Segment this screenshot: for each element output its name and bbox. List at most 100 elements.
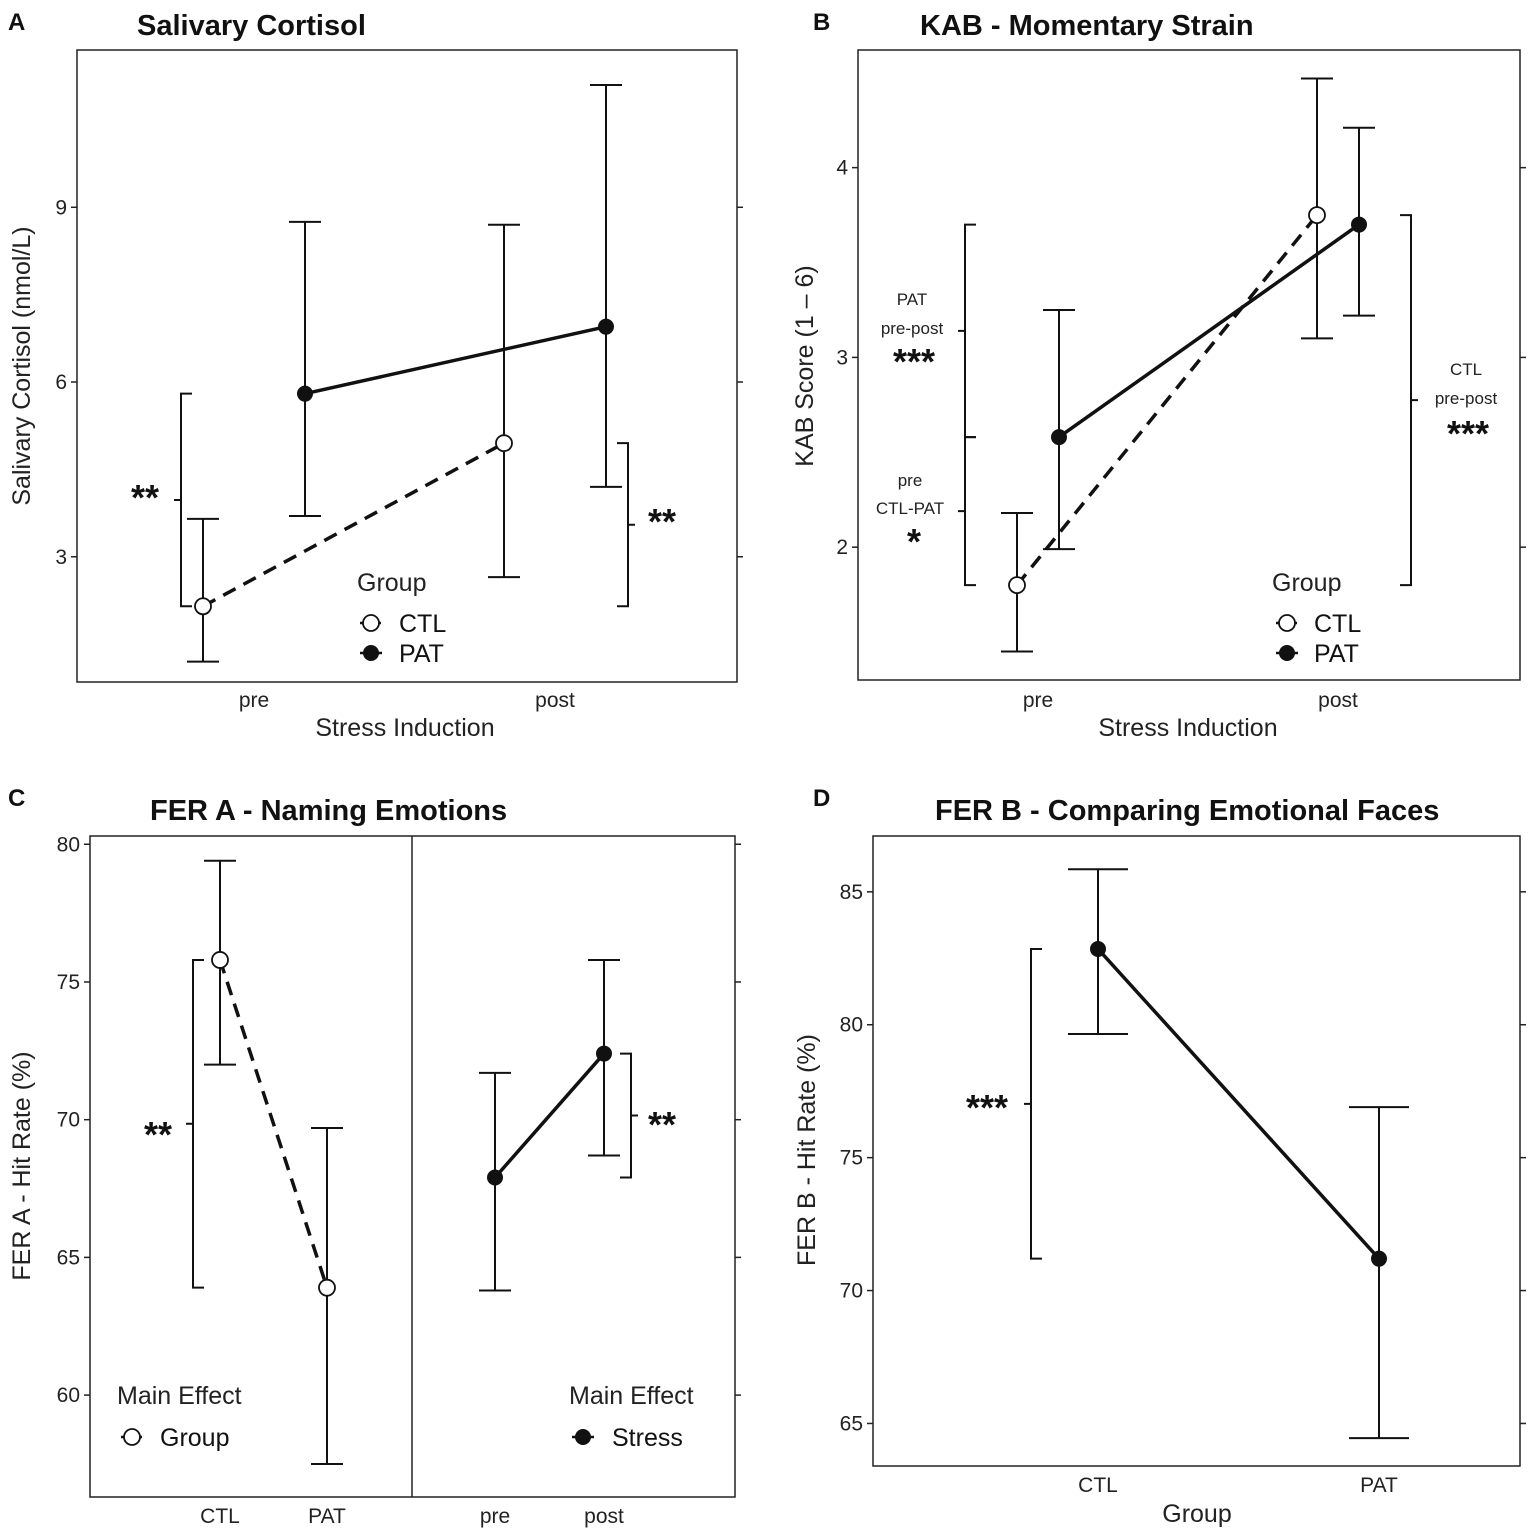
panel-b-pat-post bbox=[1343, 126, 1375, 317]
panel-b-ctl-post bbox=[1301, 77, 1333, 340]
legend-key-open-circle bbox=[1278, 614, 1296, 632]
data-point bbox=[1308, 206, 1326, 224]
data-point bbox=[1351, 216, 1367, 233]
significance-stars: *** bbox=[1447, 413, 1489, 454]
panel-c-legend-group: Main Effect Group bbox=[117, 1382, 242, 1452]
panel-letter-b: B bbox=[813, 9, 830, 36]
annotation-line-2: pre-post bbox=[881, 319, 944, 338]
legend-label: CTL bbox=[399, 610, 446, 638]
y-tick-label: 9 bbox=[55, 196, 67, 219]
y-tick-label: 3 bbox=[55, 546, 67, 569]
significance-stars: * bbox=[907, 521, 921, 562]
significance-bracket bbox=[1024, 947, 1042, 1260]
significance-bracket bbox=[186, 958, 204, 1289]
data-point bbox=[1371, 1250, 1387, 1267]
panel-b-annotation-pre-ctl-pat: pre CTL-PAT * bbox=[876, 436, 976, 587]
data-point bbox=[487, 1169, 503, 1186]
y-tick-label: 6 bbox=[55, 371, 67, 394]
panel-c-group-pat bbox=[311, 1126, 343, 1465]
panel-b-annotation-pat-pre-post: PAT pre-post *** bbox=[881, 223, 976, 439]
panel-c-stress-post bbox=[588, 958, 620, 1157]
annotation-line-1: CTL bbox=[1450, 360, 1482, 379]
significance-bracket bbox=[174, 392, 192, 608]
panel-b: B KAB - Momentary Strain 2 3 4 PAT pre-pos… bbox=[791, 9, 1526, 742]
panel-d-series-group bbox=[1068, 868, 1409, 1440]
panel-c-x-tick-post: post bbox=[584, 1505, 624, 1528]
panel-d-x-tick-ctl: CTL bbox=[1078, 1474, 1118, 1497]
panel-a-annotation-left: ** bbox=[131, 392, 192, 608]
panel-c-x-tick-pre: pre bbox=[480, 1505, 510, 1528]
y-tick-label: 65 bbox=[840, 1412, 863, 1435]
panel-a-ctl-pre bbox=[187, 517, 219, 663]
panel-a-y-axis-label: Salivary Cortisol (nmol/L) bbox=[8, 226, 36, 505]
panel-c-y-axis-label: FER A - Hit Rate (%) bbox=[8, 1051, 36, 1280]
panel-c-stress-pre bbox=[479, 1071, 511, 1292]
significance-stars: ** bbox=[648, 1104, 676, 1145]
y-tick-label: 80 bbox=[57, 833, 80, 856]
panel-letter-d: D bbox=[813, 785, 830, 812]
panel-b-legend: Group CTL PAT bbox=[1272, 569, 1361, 668]
data-point bbox=[1090, 940, 1106, 957]
significance-stars: *** bbox=[966, 1087, 1008, 1128]
panel-b-annotation-ctl-pre-post: CTL pre-post *** bbox=[1400, 214, 1497, 587]
legend-label: CTL bbox=[1314, 610, 1361, 638]
panel-a-legend: Group CTL PAT bbox=[357, 569, 446, 668]
panel-c-stress-line bbox=[493, 1052, 606, 1179]
legend-item-ctl: CTL bbox=[360, 610, 446, 638]
significance-stars: ** bbox=[131, 477, 159, 518]
legend-title: Group bbox=[1272, 569, 1341, 597]
panel-a: A Salivary Cortisol 3 6 9 ** ** Group bbox=[8, 9, 743, 742]
y-tick-label: 70 bbox=[840, 1280, 863, 1303]
significance-bracket bbox=[620, 1052, 638, 1179]
legend-key-filled-circle bbox=[575, 1429, 591, 1445]
panel-a-x-tick-pre: pre bbox=[239, 689, 269, 712]
panel-a-series-ctl bbox=[187, 223, 520, 663]
legend-label: Group bbox=[160, 1424, 229, 1452]
y-tick-label: 70 bbox=[57, 1109, 80, 1132]
panel-c-group-ctl bbox=[204, 859, 236, 1066]
legend-title: Main Effect bbox=[117, 1382, 242, 1410]
y-tick-label: 75 bbox=[57, 971, 80, 994]
panel-c-x-tick-ctl: CTL bbox=[200, 1505, 240, 1528]
y-tick-label: 65 bbox=[57, 1246, 80, 1269]
data-point bbox=[318, 1278, 336, 1297]
panel-letter-c: C bbox=[8, 785, 25, 812]
panel-d-annotation: *** bbox=[966, 947, 1042, 1260]
panel-a-pat-pre bbox=[289, 220, 321, 517]
data-point bbox=[1051, 429, 1067, 446]
y-tick-label: 2 bbox=[836, 536, 848, 559]
y-tick-label: 3 bbox=[836, 346, 848, 369]
legend-key-filled-circle bbox=[1279, 645, 1295, 661]
panel-b-pat-pre bbox=[1043, 308, 1075, 551]
panel-b-y-axis-label: KAB Score (1 – 6) bbox=[791, 265, 819, 466]
legend-item-pat: PAT bbox=[360, 640, 444, 668]
annotation-line-2: CTL-PAT bbox=[876, 499, 944, 518]
panel-d-x-tick-pat: PAT bbox=[1360, 1474, 1398, 1497]
panel-a-ctl-line bbox=[202, 441, 505, 608]
significance-stars: *** bbox=[893, 341, 935, 382]
significance-bracket bbox=[958, 223, 976, 439]
panel-b-ctl-line bbox=[1015, 213, 1319, 587]
legend-item-ctl: CTL bbox=[1276, 610, 1361, 638]
panel-d-ctl bbox=[1068, 868, 1128, 1036]
panel-c-title: FER A - Naming Emotions bbox=[150, 795, 507, 827]
legend-item-pat: PAT bbox=[1276, 640, 1359, 668]
legend-label: PAT bbox=[1314, 640, 1359, 668]
panel-b-series-pat bbox=[1043, 126, 1375, 551]
data-point bbox=[211, 951, 229, 969]
significance-bracket bbox=[617, 442, 635, 608]
data-point bbox=[596, 1045, 612, 1062]
panel-c-legend-stress: Main Effect Stress bbox=[569, 1382, 694, 1452]
significance-stars: ** bbox=[648, 501, 676, 542]
data-point bbox=[194, 597, 212, 616]
panel-a-annotation-right: ** bbox=[617, 442, 676, 608]
panel-d-pat bbox=[1349, 1106, 1409, 1440]
panel-a-pat-post bbox=[590, 83, 622, 488]
panel-b-title: KAB - Momentary Strain bbox=[920, 10, 1254, 42]
panel-c-facet-stress bbox=[479, 958, 620, 1292]
legend-label: PAT bbox=[399, 640, 444, 668]
panel-c-annotation-stress: ** bbox=[620, 1052, 676, 1179]
panel-a-x-axis-label: Stress Induction bbox=[315, 714, 494, 742]
